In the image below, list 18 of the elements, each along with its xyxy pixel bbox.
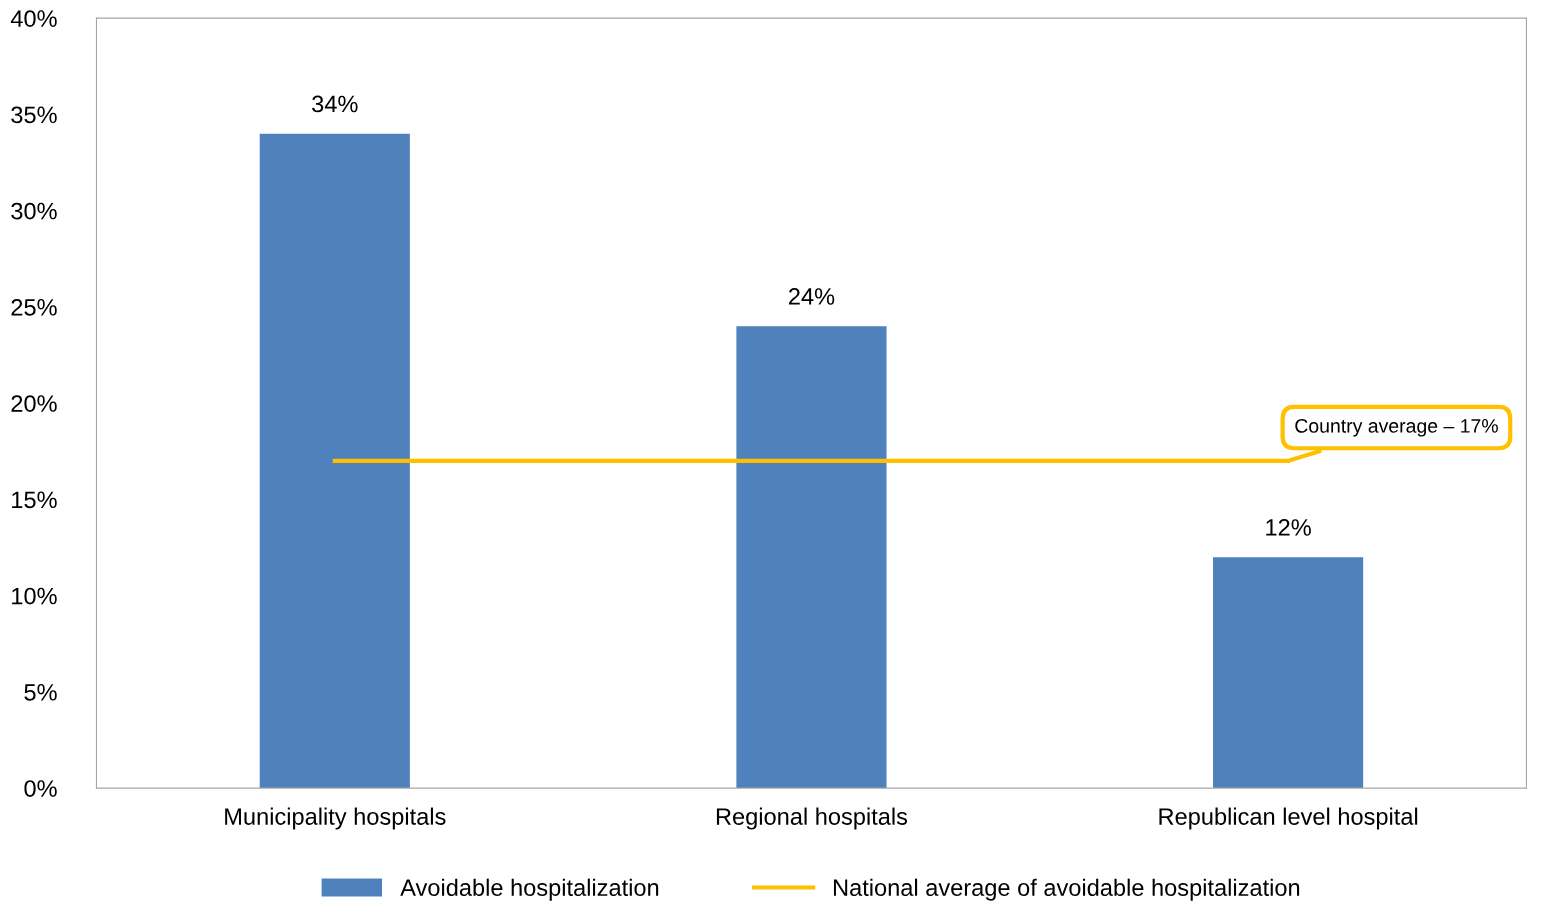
y-tick-label: 0%: [24, 780, 57, 797]
y-tick-label: 15%: [12, 491, 57, 509]
annotation: Country average – 17%: [1295, 419, 1498, 437]
y-tick-label: 10%: [12, 587, 57, 605]
data-label: 24%: [789, 288, 835, 305]
x-tick-label: Republican level hospital: [1159, 807, 1418, 830]
x-tick-label: Regional hospitals: [716, 807, 908, 830]
y-tick-label: 30%: [11, 202, 57, 220]
legend-label: National average of avoidable hospitalization: [833, 878, 1300, 901]
y-tick-label: 5%: [24, 684, 57, 701]
y-tick-label: 25%: [11, 298, 57, 316]
y-tick-label: 20%: [11, 395, 57, 412]
y-tick-label: 40%: [10, 10, 57, 27]
y-tick-label: 35%: [11, 106, 57, 124]
data-label: 34%: [312, 95, 358, 113]
legend-label: Avoidable hospitalization: [400, 878, 659, 901]
x-tick-label: Municipality hospitals: [225, 807, 446, 830]
data-label: 12%: [1266, 519, 1311, 536]
